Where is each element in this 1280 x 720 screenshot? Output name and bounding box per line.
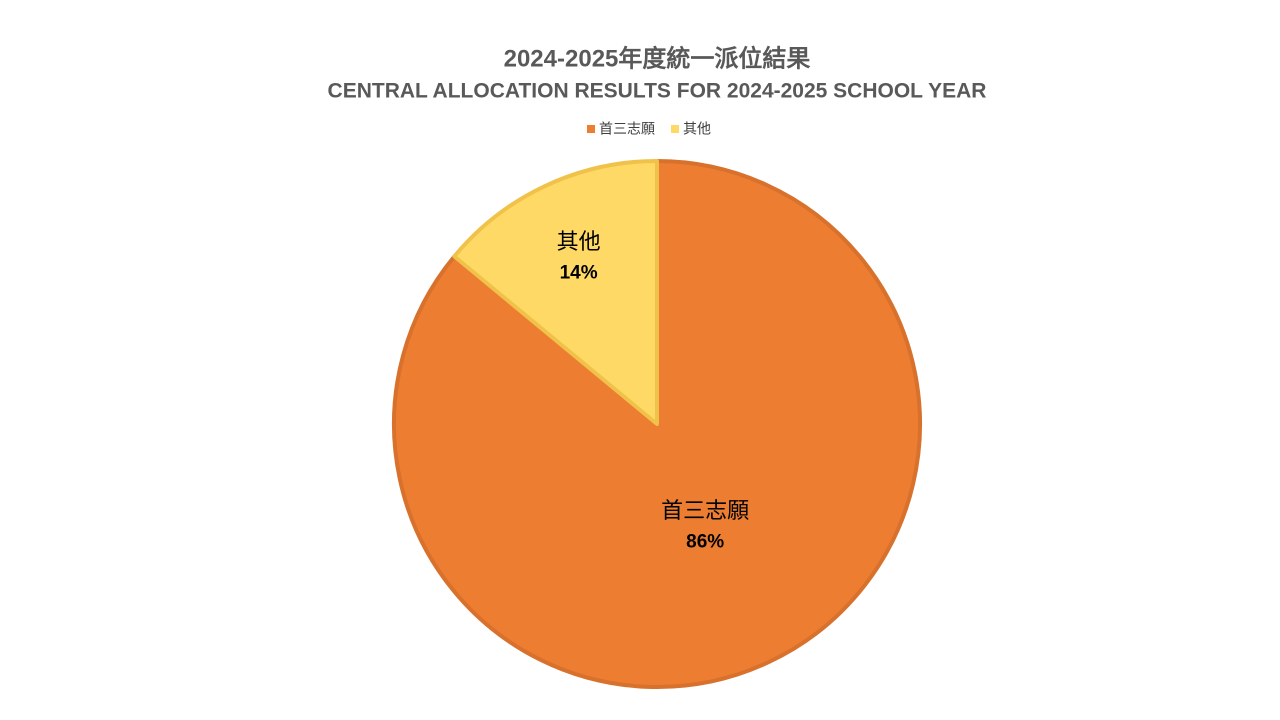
legend-label: 首三志願	[599, 121, 655, 137]
legend-swatch	[587, 125, 595, 133]
pie-slice	[452, 159, 659, 426]
data-label-value: 86%	[686, 531, 724, 552]
chart-subtitle: CENTRAL ALLOCATION RESULTS FOR 2024-2025…	[328, 80, 987, 103]
legend-swatch	[671, 125, 679, 133]
data-label-value: 14%	[560, 262, 598, 283]
legend-label: 其他	[683, 121, 711, 137]
chart-title: 2024-2025年度統一派位結果	[504, 44, 811, 72]
data-label-name: 首三志願	[661, 498, 749, 523]
data-label-name: 其他	[557, 229, 601, 254]
